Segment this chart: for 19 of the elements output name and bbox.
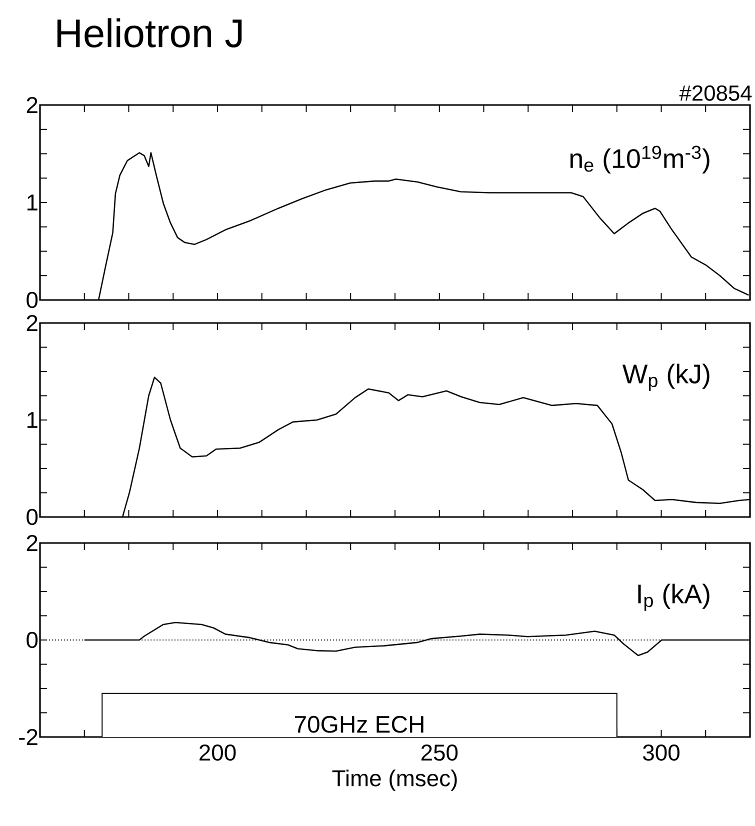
- chart-title: Heliotron J: [57, 18, 242, 48]
- y-tick-label: 2: [26, 96, 38, 113]
- text: #20854: [679, 85, 752, 101]
- y-tick-label: 2: [26, 534, 38, 551]
- y-tick-label: -2: [19, 729, 38, 745]
- legend-label: W$_{p}$ (kJ): [622, 364, 710, 391]
- y-tick-label: 0: [26, 292, 38, 308]
- x-axis-title: Time (msec): [332, 770, 457, 791]
- y-tick-label: 1: [27, 412, 38, 428]
- band-label: 70GHz ECH: [294, 716, 424, 733]
- y-tick-label: 0: [26, 508, 38, 526]
- y-tick-label: 1: [27, 194, 38, 210]
- y-tick-label: 2: [26, 314, 38, 331]
- legend-label: I$_{p}$ (kA): [638, 584, 710, 611]
- x-tick-label: 200: [200, 744, 236, 761]
- y-tick-label: 0: [26, 632, 38, 648]
- legend-label: n$_{e}$ (10$^{19}$m$^{-3}$): [570, 146, 710, 174]
- x-tick-label: 300: [643, 744, 680, 761]
- x-tick-label: 250: [421, 744, 458, 761]
